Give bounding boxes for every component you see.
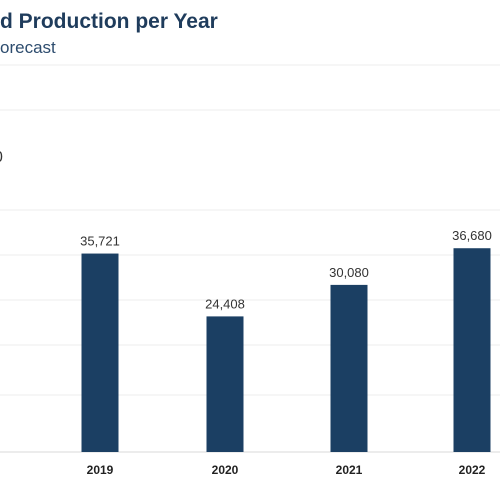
x-tick-labels: 2019 2020 2021 2022 [87,463,486,477]
value-label-2019: 35,721 [80,234,120,249]
x-tick-2021: 2021 [336,463,363,477]
bar-2019 [81,253,119,452]
value-label-2022: 36,680 [452,228,492,243]
value-label-2020: 24,408 [205,296,245,311]
bar-2020 [206,316,244,452]
y-tick-label-partial: 0 [0,149,3,166]
bar-2022 [453,248,491,452]
x-tick-2022: 2022 [459,463,486,477]
chart-subtitle: orecast [0,38,56,57]
value-labels: 35,721 24,408 30,080 36,680 [80,228,492,311]
x-tick-2020: 2020 [212,463,239,477]
bars [81,248,491,452]
x-tick-2019: 2019 [87,463,114,477]
bar-2021 [330,284,368,452]
value-label-2021: 30,080 [329,265,369,280]
gridlines [0,64,500,453]
chart-title: d Production per Year [0,10,218,33]
